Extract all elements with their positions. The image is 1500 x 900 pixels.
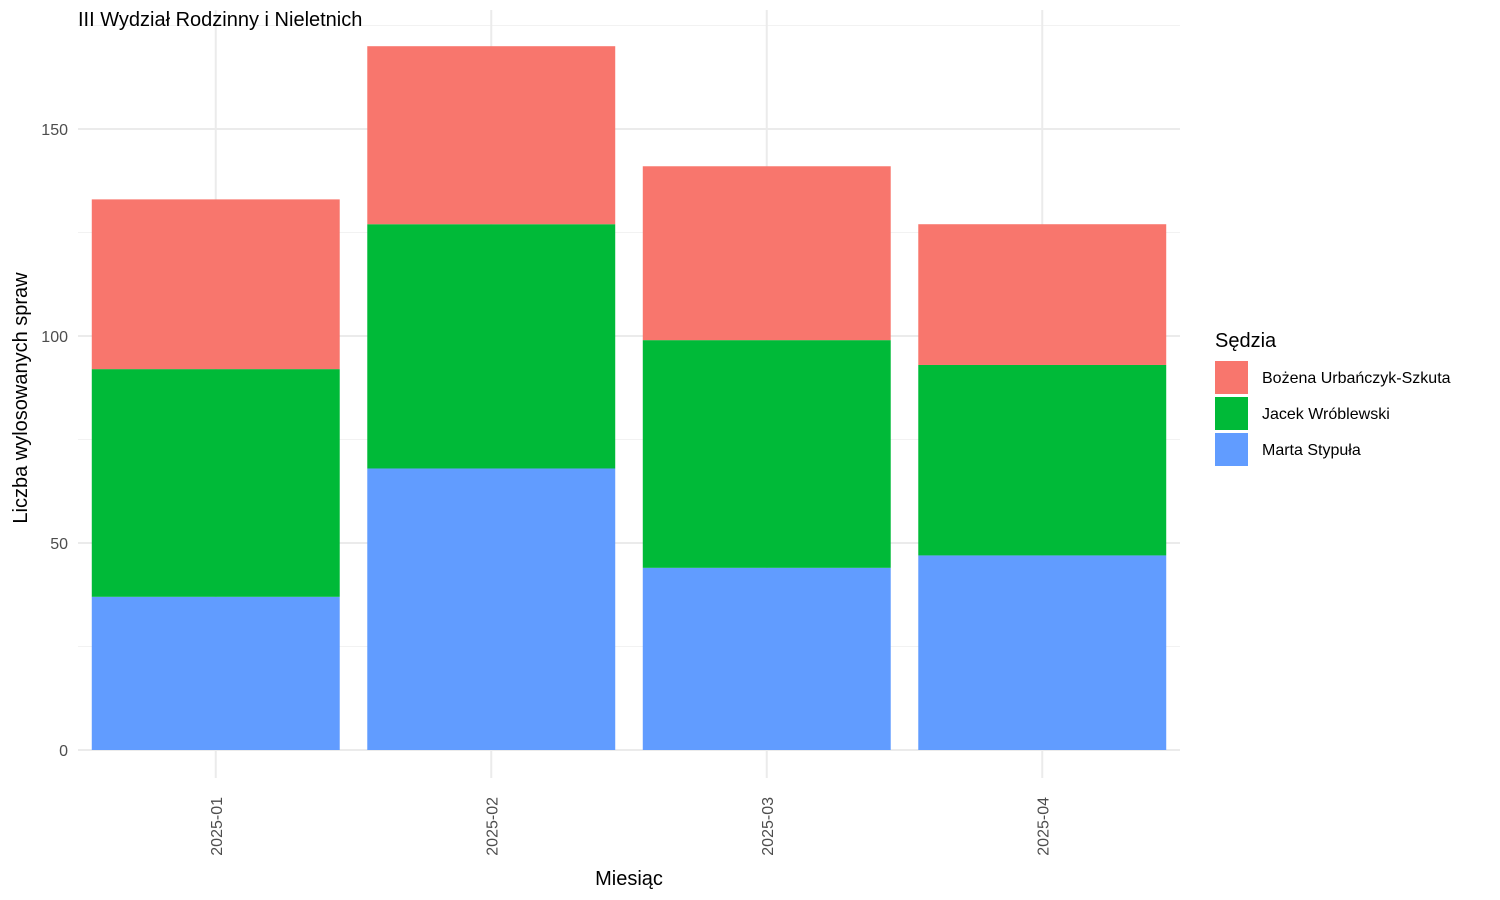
y-tick-label: 50 [50, 536, 68, 553]
bar-segment [367, 224, 616, 469]
bar-segment [918, 555, 1167, 750]
bar-segment [367, 468, 616, 750]
y-axis-ticks: 0 50 100 150 [41, 122, 68, 760]
y-tick-label: 150 [41, 122, 68, 139]
x-axis-title: Miesiąc [595, 868, 663, 890]
legend-title: Sędzia [1215, 330, 1277, 352]
bar-segment [91, 369, 340, 597]
y-axis-title: Liczba wylosowanych spraw [10, 272, 32, 524]
legend-swatch [1215, 397, 1248, 430]
chart-title: III Wydział Rodzinny i Nieletnich [78, 9, 362, 31]
legend-label: Marta Stypuła [1262, 442, 1361, 459]
x-tick-label: 2025-03 [760, 797, 777, 856]
legend-swatch [1215, 433, 1248, 466]
bar-segment [91, 199, 340, 370]
bars [91, 46, 1167, 750]
legend: Sędzia Bożena Urbańczyk-Szkuta Jacek Wrób… [1215, 330, 1451, 466]
x-tick-label: 2025-01 [209, 797, 226, 856]
bar-segment [918, 364, 1167, 556]
bar-segment [642, 340, 891, 568]
x-axis-ticks: 2025-01 2025-02 2025-03 2025-04 [209, 797, 1053, 856]
y-tick-label: 100 [41, 329, 68, 346]
y-tick-label: 0 [59, 743, 68, 760]
legend-swatch [1215, 361, 1248, 394]
x-tick-label: 2025-04 [1035, 797, 1052, 856]
legend-label: Jacek Wróblewski [1262, 406, 1390, 423]
legend-label: Bożena Urbańczyk-Szkuta [1262, 370, 1451, 387]
bar-segment [642, 166, 891, 341]
bar-segment [367, 46, 616, 225]
x-tick-label: 2025-02 [484, 797, 501, 856]
bar-segment [642, 567, 891, 750]
bar-segment [91, 596, 340, 750]
bar-segment [918, 224, 1167, 365]
